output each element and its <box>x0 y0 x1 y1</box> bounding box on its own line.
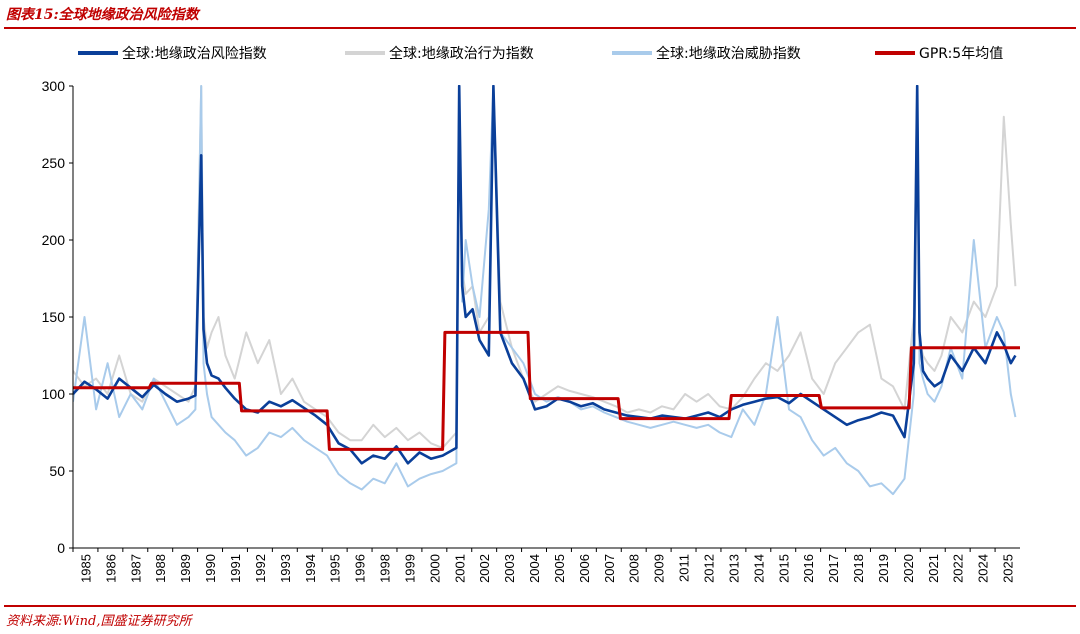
x-tick-label: 2020 <box>901 554 916 583</box>
x-tick-label: 2003 <box>502 554 517 583</box>
x-tick-label: 1990 <box>203 554 218 583</box>
x-tick-label: 2008 <box>627 554 642 583</box>
x-tick-label: 2019 <box>876 554 891 583</box>
x-tick-label: 2017 <box>826 554 841 583</box>
legend: 全球:地缘政治风险指数 全球:地缘政治行为指数 全球:地缘政治威胁指数 GPR:5年均… <box>78 45 1003 62</box>
x-tick-label: 1988 <box>153 554 168 583</box>
legend-label-risk: 全球:地缘政治风险指数 <box>122 45 267 62</box>
figure-title: 图表15:全球地缘政治风险指数 <box>6 7 199 23</box>
legend-label-act: 全球:地缘政治行为指数 <box>389 45 534 62</box>
x-tick-label: 1993 <box>278 554 293 583</box>
x-tick-label: 2009 <box>652 554 667 583</box>
x-tick-label: 2021 <box>926 554 941 583</box>
x-tick-label: 2015 <box>776 554 791 583</box>
x-tick-label: 2004 <box>527 554 542 583</box>
series-layer <box>73 85 1020 496</box>
y-tick-label: 0 <box>57 540 65 556</box>
x-tick-label: 2013 <box>726 554 741 583</box>
x-tick-label: 1986 <box>103 554 118 583</box>
x-tick-label: 2022 <box>951 554 966 583</box>
x-tick-label: 2018 <box>851 554 866 583</box>
y-tick-label: 100 <box>42 386 66 402</box>
legend-label-threat: 全球:地缘政治威胁指数 <box>656 45 801 62</box>
legend-label-gpr5y: GPR:5年均值 <box>919 46 1003 62</box>
x-tick-label: 2005 <box>552 554 567 583</box>
x-tick-label: 2007 <box>602 554 617 583</box>
series-line-gpr5y <box>73 330 1020 451</box>
x-tick-label: 2002 <box>477 554 492 583</box>
y-tick-label: 50 <box>49 463 65 479</box>
y-tick-label: 150 <box>42 309 66 325</box>
x-tick-label: 2025 <box>1001 554 1016 583</box>
y-tick-label: 250 <box>42 155 66 171</box>
x-tick-label: 2016 <box>801 554 816 583</box>
x-tick-label: 2006 <box>577 554 592 583</box>
series-line-threat <box>73 85 1017 496</box>
x-tick-label: 2000 <box>427 554 442 583</box>
chart: 全球:地缘政治风险指数 全球:地缘政治行为指数 全球:地缘政治威胁指数 GPR:5年均… <box>42 45 1020 583</box>
x-tick-label: 1994 <box>303 554 318 583</box>
source-note: 资料来源:Wind,国盛证券研究所 <box>6 614 192 629</box>
x-tick-label: 1992 <box>253 554 268 583</box>
x-tick-label: 1998 <box>378 554 393 583</box>
y-tick-label: 200 <box>42 232 66 248</box>
title-divider <box>4 27 1076 29</box>
x-tick-label: 1991 <box>228 554 243 583</box>
x-tick-label: 1995 <box>328 554 343 583</box>
x-tick-label: 2012 <box>701 554 716 583</box>
y-tick-label: 300 <box>42 78 66 94</box>
x-tick-label: 2024 <box>976 554 991 583</box>
x-tick-label: 2011 <box>677 554 692 582</box>
x-tick-label: 2014 <box>751 554 766 583</box>
x-tick-label: 1999 <box>402 554 417 583</box>
axes: 0 50 100 150 200 250 300 1985 1986 1987 1988 1989 19… <box>42 78 1020 583</box>
series-line-act <box>73 85 1017 449</box>
x-tick-label: 2001 <box>452 554 467 583</box>
x-tick-label: 1996 <box>353 554 368 583</box>
x-tick-label: 1989 <box>178 554 193 583</box>
x-tick-label: 1985 <box>78 554 93 583</box>
footer-divider <box>4 605 1076 607</box>
x-tick-label: 1987 <box>128 554 143 583</box>
